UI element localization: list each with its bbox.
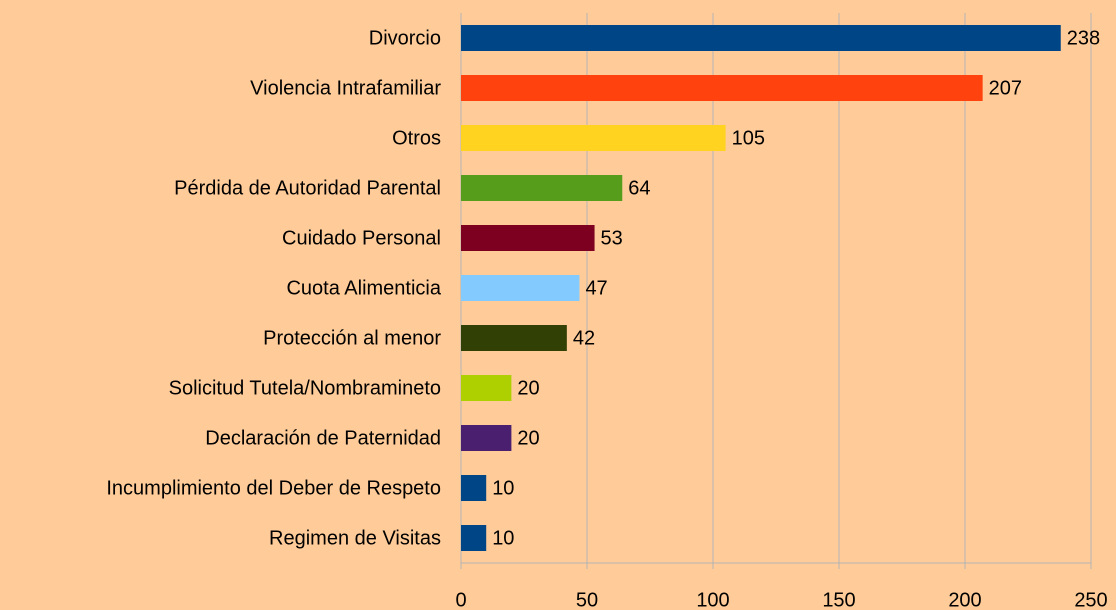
data-label: 105 bbox=[732, 127, 765, 149]
y-tick-label: Protección al menor bbox=[263, 327, 441, 349]
y-tick-label: Cuidado Personal bbox=[282, 227, 441, 249]
bar bbox=[461, 425, 512, 451]
bar bbox=[461, 75, 983, 101]
x-tick-label: 200 bbox=[948, 589, 981, 610]
y-tick-label: Pérdida de Autoridad Parental bbox=[174, 177, 441, 199]
y-tick-label: Solicitud Tutela/Nombramineto bbox=[169, 377, 441, 399]
bar bbox=[461, 325, 567, 351]
y-tick-label: Incumplimiento del Deber de Respeto bbox=[106, 477, 441, 499]
y-tick-label: Otros bbox=[392, 127, 441, 149]
x-tick-label: 150 bbox=[822, 589, 855, 610]
x-tick-label: 250 bbox=[1074, 589, 1107, 610]
bar bbox=[461, 525, 487, 551]
bar bbox=[461, 225, 595, 251]
bar bbox=[461, 125, 726, 151]
data-label: 20 bbox=[517, 427, 539, 449]
data-label: 64 bbox=[628, 177, 650, 199]
bar bbox=[461, 275, 580, 301]
y-tick-label: Divorcio bbox=[369, 27, 441, 49]
y-tick-label: Cuota Alimenticia bbox=[286, 277, 441, 299]
data-label: 20 bbox=[517, 377, 539, 399]
x-tick-label: 0 bbox=[455, 589, 466, 610]
data-label: 42 bbox=[573, 327, 595, 349]
x-tick-label: 100 bbox=[696, 589, 729, 610]
y-tick-label: Regimen de Visitas bbox=[269, 527, 441, 549]
data-label: 10 bbox=[492, 477, 514, 499]
data-label: 47 bbox=[585, 277, 607, 299]
y-tick-label: Declaración de Paternidad bbox=[205, 427, 441, 449]
y-tick-label: Violencia Intrafamiliar bbox=[250, 77, 441, 99]
x-tick-label: 50 bbox=[576, 589, 598, 610]
data-label: 238 bbox=[1067, 27, 1100, 49]
bar bbox=[461, 25, 1061, 51]
bar bbox=[461, 375, 512, 401]
bar bbox=[461, 475, 487, 501]
data-label: 10 bbox=[492, 527, 514, 549]
data-label: 207 bbox=[989, 77, 1022, 99]
bar bbox=[461, 175, 623, 201]
data-label: 53 bbox=[601, 227, 623, 249]
